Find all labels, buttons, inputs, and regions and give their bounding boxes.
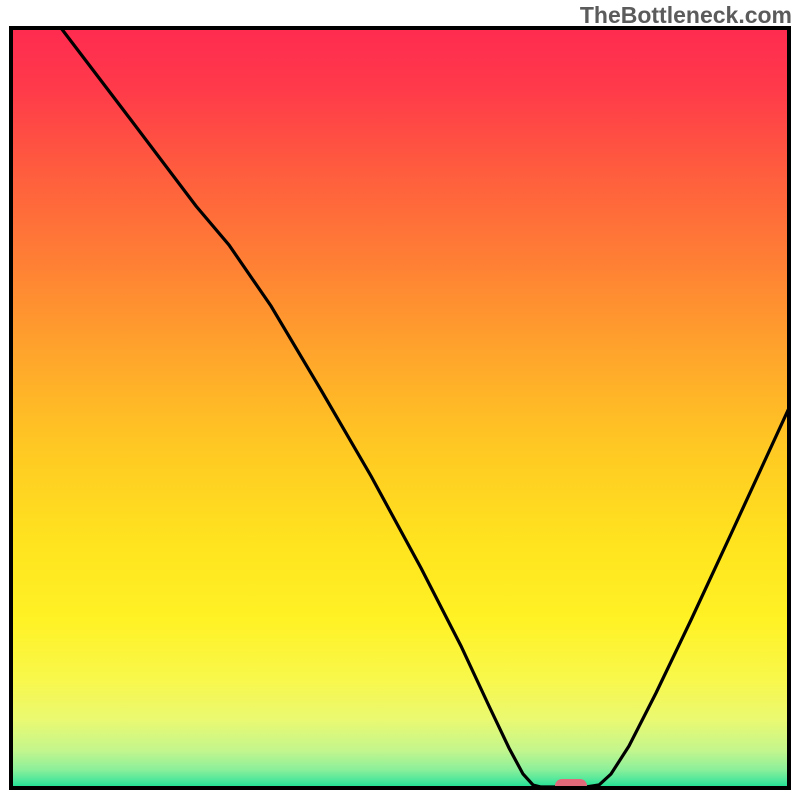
chart-container: TheBottleneck.com [0, 0, 800, 800]
plot-background [11, 28, 789, 788]
watermark-text: TheBottleneck.com [580, 2, 792, 29]
chart-svg [0, 0, 800, 800]
